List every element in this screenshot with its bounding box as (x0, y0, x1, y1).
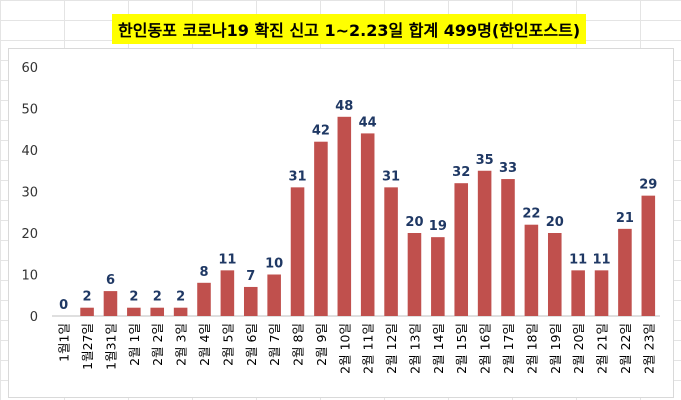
bar (220, 270, 235, 316)
bar (618, 228, 632, 316)
x-tick-label: 1월27일 (80, 323, 95, 370)
x-tick-label: 2월 13일 (407, 323, 422, 374)
data-label: 32 (452, 165, 470, 180)
x-tick-label: 2월 3일 (174, 323, 189, 366)
bar (337, 116, 352, 316)
bar (150, 307, 165, 316)
x-axis-labels: 1월1일 1월27일 1월31일 2월 1일 2월 2일 2월 3일 2월 4일 2월 5일 2… (57, 323, 657, 374)
bar (314, 141, 328, 316)
x-tick-label: 2월 4일 (197, 323, 212, 366)
bar (197, 282, 211, 316)
bar (431, 237, 445, 316)
data-label: 35 (476, 153, 494, 168)
bar (407, 233, 422, 316)
x-tick-label: 2월 10일 (337, 323, 352, 374)
bar (594, 270, 609, 316)
data-label: 2 (129, 290, 138, 305)
x-tick-label: 2월 6일 (244, 323, 259, 366)
x-tick-label: 2월 1일 (127, 323, 142, 366)
bar (243, 286, 258, 316)
data-label: 11 (218, 252, 236, 267)
data-label: 31 (382, 169, 400, 184)
data-label: 6 (106, 273, 115, 288)
data-label: 7 (246, 269, 255, 284)
data-label: 2 (83, 290, 92, 305)
x-tick-label: 2월 5일 (220, 323, 235, 366)
bar (547, 233, 562, 316)
chart-title: 한인동포 코로나19 확진 신고 1~2.23일 합계 499명(한인포스트) (112, 14, 587, 44)
y-tick-label: 40 (21, 144, 38, 159)
data-label: 21 (616, 211, 634, 226)
x-tick-label: 2월 20일 (571, 323, 586, 374)
y-tick-label: 20 (21, 227, 38, 242)
x-tick-label: 2월 15일 (454, 323, 469, 374)
x-tick-label: 2월 17일 (501, 323, 516, 374)
bar (454, 183, 469, 316)
bar (127, 307, 141, 316)
y-tick-label: 50 (21, 103, 38, 118)
data-label: 48 (335, 99, 353, 114)
data-label: 31 (288, 169, 306, 184)
data-label: 8 (199, 265, 208, 280)
x-tick-label: 1월31일 (103, 323, 118, 370)
bar (267, 274, 281, 316)
data-label: 20 (546, 215, 564, 230)
x-tick-label: 1월1일 (57, 323, 72, 362)
x-tick-label: 2월 18일 (524, 323, 539, 374)
data-label: 11 (569, 252, 587, 267)
x-tick-label: 2월 21일 (595, 323, 610, 374)
y-tick-label: 60 (21, 61, 38, 76)
x-tick-label: 2월 12일 (384, 323, 399, 374)
bar (501, 179, 515, 316)
data-label: 10 (265, 257, 283, 272)
x-tick-label: 2월 11일 (361, 323, 376, 374)
data-label: 44 (359, 115, 377, 130)
y-tick-label: 30 (21, 186, 38, 201)
x-tick-label: 2월 8일 (291, 323, 306, 366)
x-tick-label: 2월 23일 (641, 323, 656, 374)
data-label: 2 (153, 290, 162, 305)
x-tick-label: 2월 7일 (267, 323, 282, 366)
bar (103, 291, 118, 316)
data-label: 20 (405, 215, 423, 230)
bar (384, 187, 398, 316)
data-label: 0 (59, 298, 68, 313)
x-tick-label: 2월 2일 (150, 323, 165, 366)
bar (290, 187, 305, 316)
x-tick-label: 2월 16일 (478, 323, 493, 374)
x-tick-label: 2월 14일 (431, 323, 446, 374)
bar (524, 224, 539, 316)
data-label: 42 (312, 124, 330, 139)
data-label: 22 (522, 207, 540, 222)
x-tick-label: 2월 19일 (548, 323, 563, 374)
x-tick-label: 2월 22일 (618, 323, 633, 374)
bar (173, 307, 188, 316)
y-tick-label: 0 (30, 310, 38, 325)
data-label: 29 (639, 178, 657, 193)
data-label: 19 (429, 219, 447, 234)
data-label: 2 (176, 290, 185, 305)
data-label: 11 (592, 252, 610, 267)
bar (571, 270, 585, 316)
bar (360, 133, 375, 316)
data-label: 33 (499, 161, 517, 176)
x-tick-label: 2월 9일 (314, 323, 329, 366)
bar (477, 170, 492, 316)
bar (80, 307, 94, 316)
y-tick-label: 10 (21, 269, 38, 284)
bar (641, 195, 656, 316)
bars (80, 116, 656, 316)
